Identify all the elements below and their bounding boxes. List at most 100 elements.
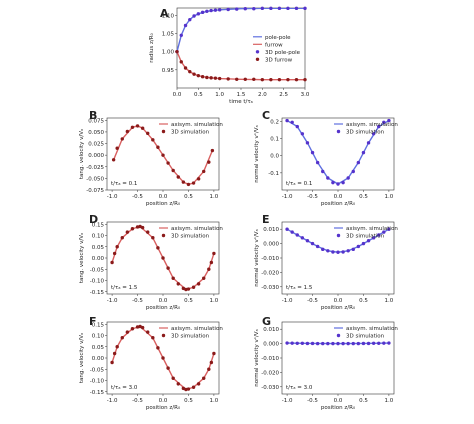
y-axis-label: normal velocity vⁿ/Vₐ bbox=[254, 125, 260, 182]
legend-entry: 3D simulation bbox=[171, 234, 210, 240]
x-tick-label: -1.0 bbox=[107, 194, 118, 200]
data-point bbox=[112, 251, 117, 256]
data-point bbox=[310, 150, 315, 155]
data-point bbox=[161, 153, 165, 157]
y-tick-label: -0.020 bbox=[261, 370, 279, 376]
data-point bbox=[336, 250, 340, 254]
legend-entry: 3D simulation bbox=[346, 334, 385, 340]
legend-entry: 3D simulation bbox=[171, 130, 210, 136]
data-point bbox=[207, 267, 211, 271]
y-tick-label: -0.1 bbox=[268, 171, 279, 177]
legend-entry: axisym. simulation bbox=[346, 122, 398, 128]
data-point bbox=[286, 77, 290, 82]
data-point bbox=[346, 249, 350, 253]
data-point bbox=[188, 69, 192, 74]
data-point bbox=[130, 327, 135, 331]
data-point bbox=[111, 158, 116, 162]
data-point bbox=[125, 129, 130, 134]
data-point bbox=[331, 250, 335, 254]
data-point bbox=[310, 341, 315, 346]
x-axis-label: position z/R₀ bbox=[321, 305, 356, 311]
data-point bbox=[156, 346, 160, 350]
data-point bbox=[191, 385, 196, 389]
data-point bbox=[294, 6, 299, 11]
y-tick-label: -0.05 bbox=[90, 367, 105, 373]
data-point bbox=[305, 341, 310, 346]
data-point bbox=[202, 376, 206, 380]
data-point bbox=[213, 8, 218, 12]
x-tick-label: -0.5 bbox=[307, 298, 318, 304]
y-tick-label: -0.075 bbox=[86, 188, 104, 194]
y-tick-label: 0.05 bbox=[92, 345, 105, 351]
data-point bbox=[310, 241, 315, 246]
y-tick-label: -0.10 bbox=[90, 379, 105, 385]
data-point bbox=[382, 341, 386, 345]
y-tick-label: 0.15 bbox=[92, 322, 105, 328]
legend-entry: 3D simulation bbox=[346, 234, 385, 240]
x-tick-label: 0.5 bbox=[184, 194, 193, 200]
data-point bbox=[140, 126, 145, 130]
panel-b: B -1.0 -0.5 0.0 0.5 1.0 0.075 0.050 0.025 0.000 -0… bbox=[79, 109, 223, 207]
x-tick-label: -0.5 bbox=[132, 398, 143, 404]
y-tick-label: 0.000 bbox=[263, 242, 279, 248]
y-tick-label: 1.05 bbox=[162, 31, 175, 37]
data-point bbox=[179, 60, 183, 64]
data-point bbox=[171, 276, 175, 280]
data-point bbox=[243, 77, 247, 81]
time-annotation: t/τₐ = 3.0 bbox=[111, 385, 138, 391]
data-point bbox=[161, 256, 165, 260]
data-point bbox=[387, 227, 391, 231]
data-point bbox=[387, 341, 391, 345]
data-point bbox=[226, 77, 230, 81]
x-tick-label: 0.5 bbox=[359, 298, 368, 304]
y-axis-label: normal velocity vⁿ/Vₐ bbox=[254, 229, 260, 286]
x-tick-label: 1.0 bbox=[210, 398, 219, 404]
data-point bbox=[207, 367, 211, 371]
data-point bbox=[115, 345, 119, 349]
y-tick-label: -0.10 bbox=[90, 279, 105, 285]
x-tick-label: 0.0 bbox=[173, 92, 182, 98]
x-tick-label: 0.0 bbox=[334, 298, 343, 304]
x-tick-label: 0.0 bbox=[334, 194, 343, 200]
y-tick-label: 0.10 bbox=[92, 234, 105, 240]
data-point bbox=[196, 12, 201, 16]
data-point bbox=[209, 8, 213, 13]
data-point bbox=[295, 233, 299, 237]
data-point bbox=[112, 351, 117, 356]
data-point bbox=[209, 360, 214, 365]
panel-letter: A bbox=[160, 7, 169, 20]
panel-letter: F bbox=[89, 315, 97, 328]
series-line bbox=[177, 8, 305, 52]
data-point bbox=[294, 77, 299, 82]
data-point bbox=[300, 341, 305, 346]
data-point bbox=[181, 386, 186, 391]
x-tick-label: -0.5 bbox=[307, 194, 318, 200]
data-point bbox=[171, 168, 175, 173]
series-line bbox=[177, 51, 305, 81]
x-tick-label: 0.5 bbox=[184, 398, 193, 404]
time-annotation: t/τₐ = 1.5 bbox=[111, 285, 138, 291]
x-axis-label: position z/R₀ bbox=[146, 201, 181, 207]
data-point bbox=[130, 125, 135, 129]
data-point bbox=[260, 6, 265, 11]
x-tick-label: -1.0 bbox=[282, 398, 293, 404]
data-point bbox=[135, 225, 140, 229]
data-point bbox=[212, 351, 216, 356]
data-point bbox=[371, 132, 376, 136]
data-point bbox=[176, 382, 180, 386]
data-point bbox=[269, 6, 273, 11]
data-point bbox=[303, 6, 307, 11]
legend-point-swatch bbox=[161, 233, 166, 238]
data-point bbox=[181, 286, 186, 291]
x-tick-label: 1.0 bbox=[210, 298, 219, 304]
y-tick-label: -0.010 bbox=[261, 256, 279, 262]
data-point bbox=[110, 360, 114, 365]
data-point bbox=[315, 341, 320, 346]
x-tick-label: 0.0 bbox=[334, 398, 343, 404]
data-point bbox=[252, 77, 256, 81]
time-annotation: t/τₐ = 3.0 bbox=[286, 385, 313, 391]
data-point bbox=[207, 160, 211, 164]
data-point bbox=[205, 75, 209, 80]
data-point bbox=[243, 7, 247, 11]
legend-entry: axisym. simulation bbox=[171, 326, 223, 332]
